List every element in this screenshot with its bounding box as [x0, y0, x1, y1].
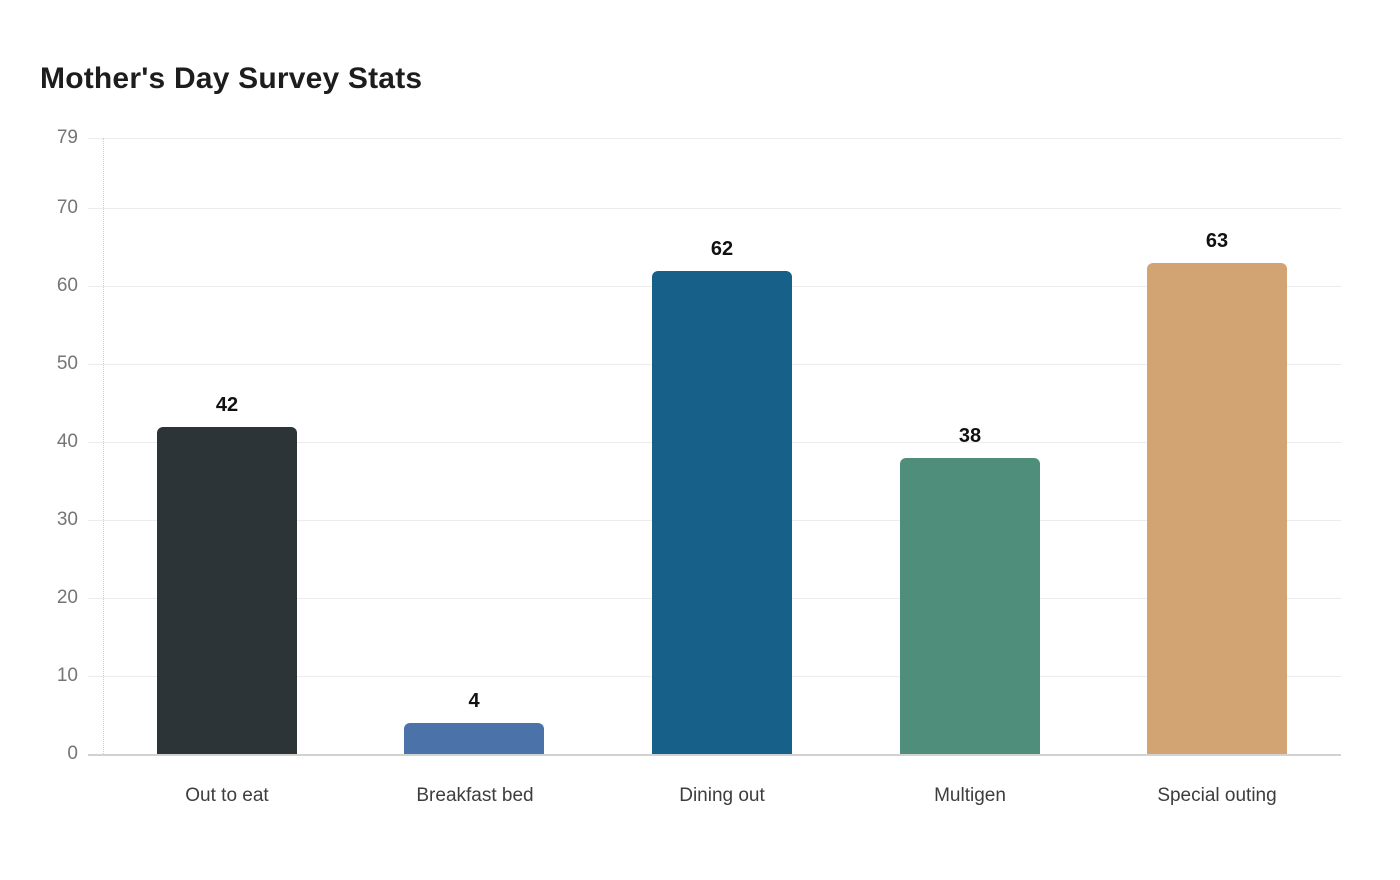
bar-special-outing[interactable] — [1147, 263, 1287, 754]
bar-value-label: 38 — [958, 425, 982, 447]
y-tick-label: 60 — [56, 275, 78, 296]
x-category-label: Out to eat — [185, 785, 269, 806]
bar-value-label: 62 — [710, 238, 734, 260]
bar-out-to-eat[interactable] — [157, 427, 297, 754]
bar-value-label: 63 — [1205, 230, 1229, 252]
bar-value-label: 4 — [468, 690, 480, 712]
y-tick-label: 0 — [67, 743, 78, 764]
x-category-label: Dining out — [679, 785, 765, 806]
bar-breakfast-bed[interactable] — [404, 723, 544, 754]
y-tick-label: 40 — [56, 431, 78, 452]
y-tick-label: 30 — [56, 509, 78, 530]
bar-dining-out[interactable] — [652, 271, 792, 754]
y-tick-label: 79 — [56, 127, 78, 148]
x-category-label: Special outing — [1157, 785, 1277, 806]
chart-title: Mother's Day Survey Stats — [40, 62, 423, 95]
y-tick-label: 10 — [56, 665, 78, 686]
x-category-label: Breakfast bed — [416, 785, 534, 806]
gridline-70 — [88, 208, 1341, 209]
gridline-0 — [88, 754, 1341, 756]
y-tick-label: 70 — [56, 197, 78, 218]
y-tick-label: 20 — [56, 587, 78, 608]
gridline-79 — [88, 138, 1341, 139]
x-category-label: Multigen — [934, 785, 1006, 806]
y-tick-label: 50 — [56, 353, 78, 374]
y-axis-line — [103, 138, 104, 754]
bar-value-label: 42 — [215, 394, 239, 416]
bar-multigen[interactable] — [900, 458, 1040, 754]
